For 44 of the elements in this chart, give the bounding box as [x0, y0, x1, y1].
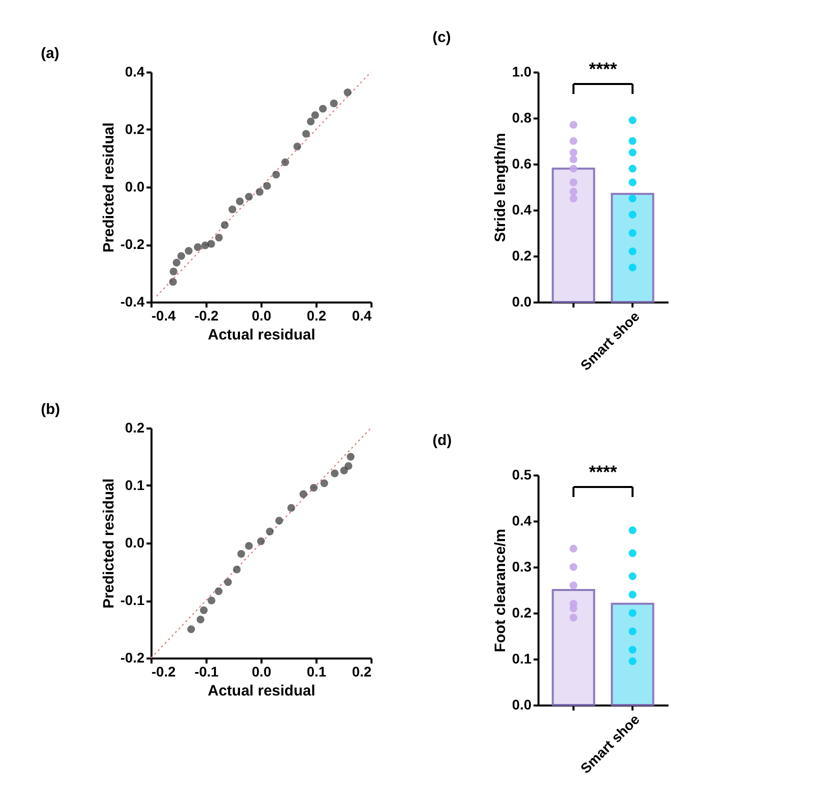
x-tick-label: -0.4 — [152, 308, 176, 324]
y-axis-title: Stride length/m — [492, 132, 510, 242]
x-tick-label: 0.0 — [252, 664, 272, 680]
y-tick-label: -0.2 — [120, 650, 145, 666]
y-tick-label: 0.4 — [512, 512, 532, 528]
x-axis-title: Actual residual — [208, 682, 316, 700]
y-tick-label: -0.1 — [120, 592, 145, 608]
chart-title: (d) — [432, 432, 452, 449]
y-axis-title: Predicted residual — [100, 478, 118, 609]
y-axis-title: Foot clearance/m — [492, 528, 510, 652]
annotation: **** — [588, 59, 618, 79]
y-tick-label: 0.0 — [512, 294, 532, 310]
x-tick-label: 0.1 — [306, 664, 326, 680]
y-tick-label: 0.2 — [125, 420, 145, 436]
y-tick-label: 0.2 — [125, 121, 145, 137]
y-tick-label: 0.6 — [512, 156, 532, 172]
y-tick-label: 0.2 — [512, 604, 532, 620]
chart-title: (c) — [432, 29, 451, 46]
y-tick-label: 0.2 — [512, 248, 532, 264]
chart-title: (a) — [40, 45, 60, 62]
y-tick-label: 0.4 — [512, 202, 532, 218]
x-axis-title: Actual residual — [208, 326, 316, 344]
x-tick-label: 0.0 — [252, 308, 272, 324]
y-tick-label: 0.3 — [512, 558, 532, 574]
annotation: **** — [588, 462, 618, 482]
x-tick-label: 0.4 — [352, 308, 372, 324]
x-tick-label: 0.2 — [306, 308, 326, 324]
y-axis-title: Predicted residual — [100, 122, 118, 253]
y-tick-label: 0.0 — [125, 534, 145, 550]
y-tick-label: 0.8 — [512, 110, 532, 126]
x-tick-label: -0.2 — [194, 308, 219, 324]
y-tick-label: 0.1 — [512, 650, 532, 666]
y-tick-label: -0.4 — [120, 294, 145, 310]
x-tick-label: 0.2 — [352, 664, 372, 680]
y-tick-label: 1.0 — [512, 64, 532, 80]
y-tick-label: 0.1 — [125, 477, 145, 493]
y-tick-label: -0.2 — [120, 236, 145, 252]
y-tick-label: 0.4 — [125, 64, 145, 80]
y-tick-label: 0.0 — [125, 178, 145, 194]
y-tick-label: 0.5 — [512, 466, 532, 482]
x-tick-label: -0.2 — [152, 664, 176, 680]
y-tick-label: 0.0 — [512, 696, 532, 712]
chart-title: (b) — [40, 401, 60, 418]
x-tick-label: -0.1 — [194, 664, 219, 680]
